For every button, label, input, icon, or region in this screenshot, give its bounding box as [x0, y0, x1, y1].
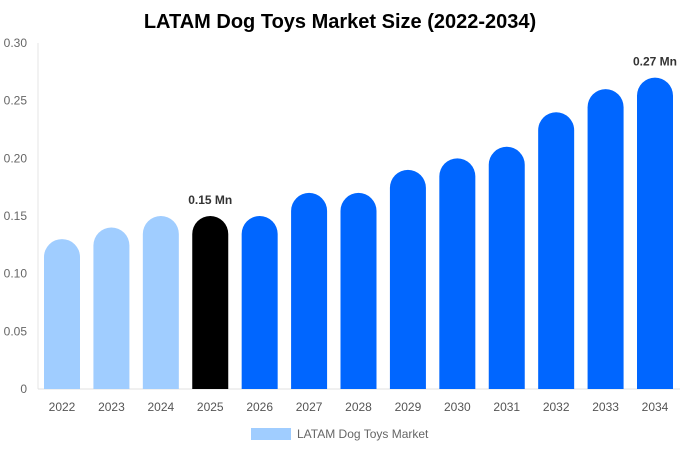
y-tick-label: 0.20	[4, 151, 28, 165]
bar-2032[interactable]	[538, 112, 575, 389]
x-tick-label: 2031	[493, 400, 520, 414]
x-tick-label: 2027	[296, 400, 323, 414]
legend-swatch	[251, 428, 291, 440]
y-tick-label: 0.10	[4, 267, 28, 281]
legend[interactable]: LATAM Dog Toys Market	[251, 427, 429, 441]
y-tick-label: 0.30	[4, 36, 28, 50]
x-tick-label: 2023	[98, 400, 125, 414]
bar-2022[interactable]	[44, 239, 80, 389]
bar-2028[interactable]	[340, 192, 377, 389]
bar-2029[interactable]	[389, 169, 426, 389]
y-tick-label: 0.25	[4, 94, 28, 108]
bar-2023[interactable]	[93, 227, 130, 389]
x-tick-label: 2026	[246, 400, 273, 414]
x-tick-label: 2025	[197, 400, 224, 414]
x-tick-label: 2034	[642, 400, 669, 414]
x-tick-label: 2024	[147, 400, 174, 414]
x-tick-label: 2028	[345, 400, 372, 414]
x-tick-label: 2029	[395, 400, 422, 414]
bar-2024[interactable]	[142, 216, 179, 389]
x-tick-label: 2033	[592, 400, 619, 414]
y-tick-label: 0.05	[4, 324, 28, 338]
data-label: 0.27 Mn	[633, 55, 677, 69]
bar-2031[interactable]	[488, 146, 525, 389]
bar-2033[interactable]	[587, 89, 624, 389]
data-label: 0.15 Mn	[188, 193, 232, 207]
y-tick-label: 0	[20, 382, 27, 396]
x-tick-label: 2032	[543, 400, 570, 414]
bar-2027[interactable]	[291, 192, 328, 389]
bar-2030[interactable]	[439, 158, 476, 389]
chart-title: LATAM Dog Toys Market Size (2022-2034)	[144, 11, 536, 33]
x-tick-label: 2030	[444, 400, 471, 414]
bar-2025[interactable]	[192, 216, 229, 389]
bar-2034[interactable]	[637, 77, 673, 389]
x-tick-label: 2022	[49, 400, 76, 414]
bar-2026[interactable]	[241, 216, 278, 389]
y-tick-label: 0.15	[4, 209, 28, 223]
legend-label: LATAM Dog Toys Market	[297, 427, 429, 441]
